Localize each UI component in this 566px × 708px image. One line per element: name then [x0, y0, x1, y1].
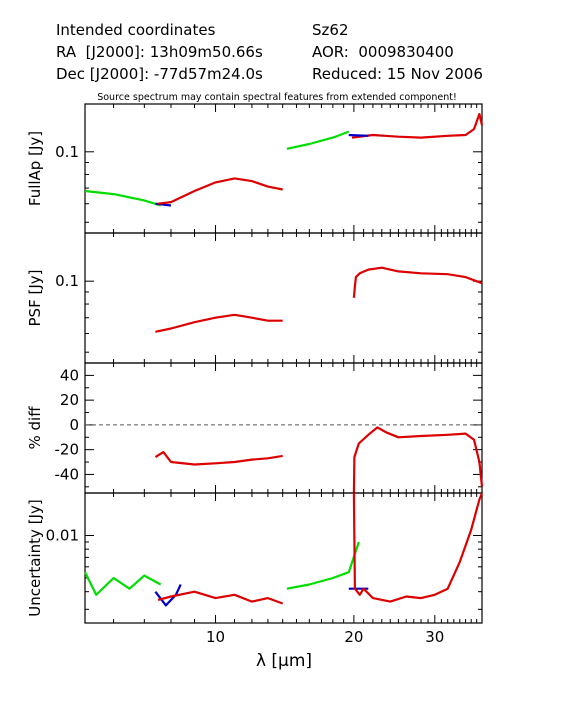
chart-title: Source spectrum may contain spectral fea…: [97, 92, 457, 103]
panel-frame-fullap: [84, 103, 483, 234]
series-fullap-green-0: [84, 189, 162, 207]
chart-panels: 0.1 FullAp [Jy] 0.1 PSF [Jy] -40 -20 0 20 40 % di…: [26, 103, 484, 646]
y-tick-label-psf: 0.1: [55, 272, 79, 290]
header-left-line-2: RA [J2000]: 13h09m50.66s: [56, 43, 263, 61]
series-unc-red-2: [157, 590, 284, 605]
y-tick-label-diff: 40: [60, 366, 79, 384]
series-fullap-blue-1: [155, 202, 172, 207]
series-psf-red-1: [352, 266, 483, 298]
y-tick-label-diff: -40: [55, 465, 80, 483]
x-axis-label: λ [μm]: [256, 651, 312, 671]
y-tick-label-fullap: 0.1: [55, 143, 79, 161]
series-psf-red-0: [155, 313, 283, 333]
series-unc-green-3: [286, 541, 360, 590]
y-axis-label-diff: % diff: [26, 406, 44, 450]
header-right-line-3: Reduced: 15 Nov 2006: [312, 65, 483, 83]
panel-frame-psf: [84, 232, 483, 364]
y-axis-label-fullap: FullAp [Jy]: [26, 131, 44, 206]
y-tick-label-diff: 20: [60, 391, 79, 409]
series-unc-red-5: [352, 492, 484, 603]
series-fullap-red-2: [157, 177, 283, 205]
series-unc-green-0: [84, 571, 162, 596]
series-diff-red-1: [352, 426, 484, 494]
series-diff-red-0: [154, 451, 283, 466]
panel-frame-diff: [84, 362, 483, 494]
header-right-line-2: AOR: 0009830400: [312, 43, 454, 61]
x-tick-label: 20: [344, 628, 363, 646]
series-fullap-blue-5: [348, 133, 369, 137]
x-tick-label: 30: [425, 628, 444, 646]
header-right-line-1: Sz62: [312, 21, 349, 39]
header-left-line-1: Intended coordinates: [56, 21, 216, 39]
y-axis-label-unc: Uncertainty [Jy]: [26, 499, 44, 616]
header-left-line-3: Dec [J2000]: -77d57m24.0s: [56, 65, 263, 83]
y-tick-label-diff: 0: [69, 416, 79, 434]
series-fullap-green-3: [286, 130, 350, 150]
y-tick-label-unc: 0.01: [46, 526, 79, 544]
series-fullap-red-4: [351, 112, 484, 139]
x-tick-label: 10: [206, 628, 225, 646]
y-tick-label-diff: -20: [55, 441, 80, 459]
y-axis-label-psf: PSF [Jy]: [26, 270, 44, 327]
panel-frame-unc: [84, 492, 483, 624]
